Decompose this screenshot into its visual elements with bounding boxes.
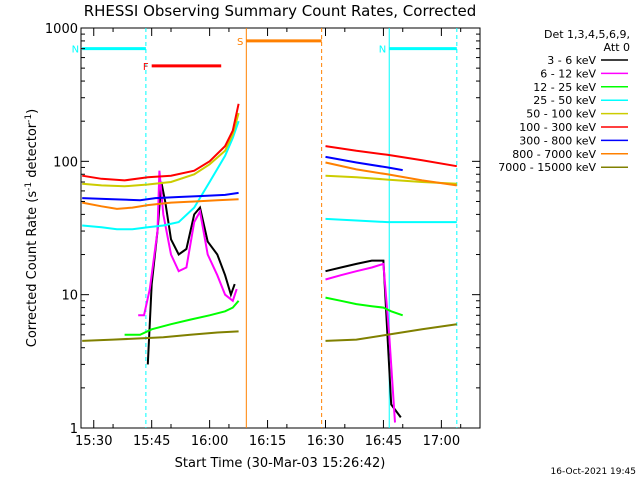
y-tick-label: 10 [61, 289, 78, 304]
interval-label: S [237, 37, 243, 48]
y-axis-label-main: Corrected Count Rate (s [25, 191, 40, 348]
y-axis-label-sup2: -1 [24, 114, 34, 123]
plot-frame [80, 27, 481, 429]
interval-label: F [143, 62, 149, 73]
legend-header-line1: Det 1,3,4,5,6,9, [544, 28, 630, 41]
series-line [325, 217, 457, 224]
x-tick-label: 17:00 [423, 434, 460, 449]
x-tick-label: 16:30 [307, 434, 344, 449]
interval-label: N [72, 45, 79, 56]
series-line [325, 155, 403, 172]
y-tick-label: 1 [70, 422, 78, 437]
series-line [82, 120, 240, 231]
series-line [325, 145, 457, 168]
chart-title: RHESSI Observing Summary Count Rates, Co… [84, 2, 477, 20]
legend-entry-label: 7000 - 15000 keV [498, 161, 596, 174]
legend-header-line2: Att 0 [604, 41, 630, 54]
legend-entry-label: 50 - 100 keV [526, 108, 596, 121]
legend-entry-label: 12 - 25 keV [533, 81, 596, 94]
legend-entry-label: 100 - 300 keV [519, 121, 596, 134]
y-tick-label: 100 [53, 155, 78, 170]
x-tick-label: 16:15 [249, 434, 286, 449]
y-axis-label: Corrected Count Rate (s-1 detector-1) [24, 109, 40, 347]
timestamp: 16-Oct-2021 19:45 [551, 467, 636, 477]
plot-border [80, 27, 481, 429]
x-axis-ticks: 15:30 15:45 16:00 16:15 16:30 16:45 17:00 [75, 28, 462, 449]
interval-bars: N N F S [72, 37, 457, 73]
y-axis-ticks: 1 10 100 1000 [45, 22, 480, 437]
x-tick-label: 16:00 [191, 434, 228, 449]
y-axis-label-sup1: -1 [24, 182, 34, 191]
data-series [82, 103, 457, 423]
x-tick-label: 15:30 [75, 434, 112, 449]
series-line [138, 170, 238, 317]
series-line [325, 161, 457, 187]
series-line [325, 296, 404, 317]
series-line [82, 103, 240, 182]
series-line [124, 300, 240, 336]
series-line [325, 262, 396, 423]
series-line [82, 112, 240, 188]
x-tick-label: 15:45 [133, 434, 170, 449]
legend-entry-label: 6 - 12 keV [540, 67, 596, 80]
legend-entry-label: 3 - 6 keV [547, 54, 596, 67]
x-axis-label: Start Time (30-Mar-03 15:26:42) [175, 456, 386, 471]
y-tick-label: 1000 [45, 22, 78, 37]
series-line [325, 259, 402, 418]
series-line [82, 191, 239, 202]
y-axis-label-mid: detector [25, 122, 40, 182]
series-line [82, 330, 239, 342]
series-line [82, 198, 239, 210]
y-axis-label-end: ) [25, 109, 40, 114]
interval-label: N [379, 45, 386, 56]
legend-entry-label: 25 - 50 keV [533, 94, 596, 107]
legend-entry-label: 300 - 800 keV [519, 134, 596, 147]
legend-entry-label: 800 - 7000 keV [512, 148, 596, 161]
series-line [325, 323, 457, 342]
x-tick-label: 16:45 [365, 434, 402, 449]
